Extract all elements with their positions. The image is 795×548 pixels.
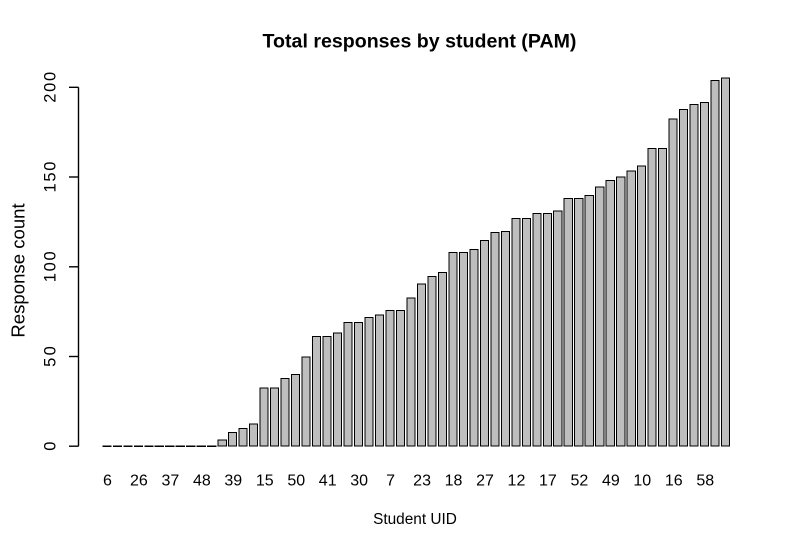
svg-text:16: 16	[665, 472, 683, 489]
svg-text:18: 18	[445, 472, 463, 489]
svg-text:37: 37	[161, 472, 179, 489]
svg-text:12: 12	[508, 472, 526, 489]
svg-text:7: 7	[386, 472, 395, 489]
svg-text:200: 200	[42, 72, 60, 103]
svg-text:Student UID: Student UID	[373, 511, 457, 528]
svg-text:150: 150	[42, 162, 60, 193]
svg-text:10: 10	[633, 472, 651, 489]
svg-text:23: 23	[413, 472, 431, 489]
svg-text:48: 48	[193, 472, 211, 489]
svg-text:0: 0	[42, 442, 60, 451]
svg-text:58: 58	[696, 472, 714, 489]
svg-text:52: 52	[570, 472, 588, 489]
svg-text:50: 50	[287, 472, 305, 489]
svg-text:41: 41	[319, 472, 337, 489]
svg-text:Response count: Response count	[8, 202, 29, 337]
svg-text:17: 17	[539, 472, 557, 489]
svg-text:27: 27	[476, 472, 494, 489]
svg-text:100: 100	[42, 251, 60, 282]
svg-text:6: 6	[103, 472, 112, 489]
svg-text:39: 39	[224, 472, 242, 489]
svg-text:49: 49	[602, 472, 620, 489]
svg-text:26: 26	[130, 472, 148, 489]
svg-text:30: 30	[350, 472, 368, 489]
svg-text:15: 15	[256, 472, 274, 489]
svg-text:Total responses by student (PA: Total responses by student (PAM)	[263, 31, 577, 53]
